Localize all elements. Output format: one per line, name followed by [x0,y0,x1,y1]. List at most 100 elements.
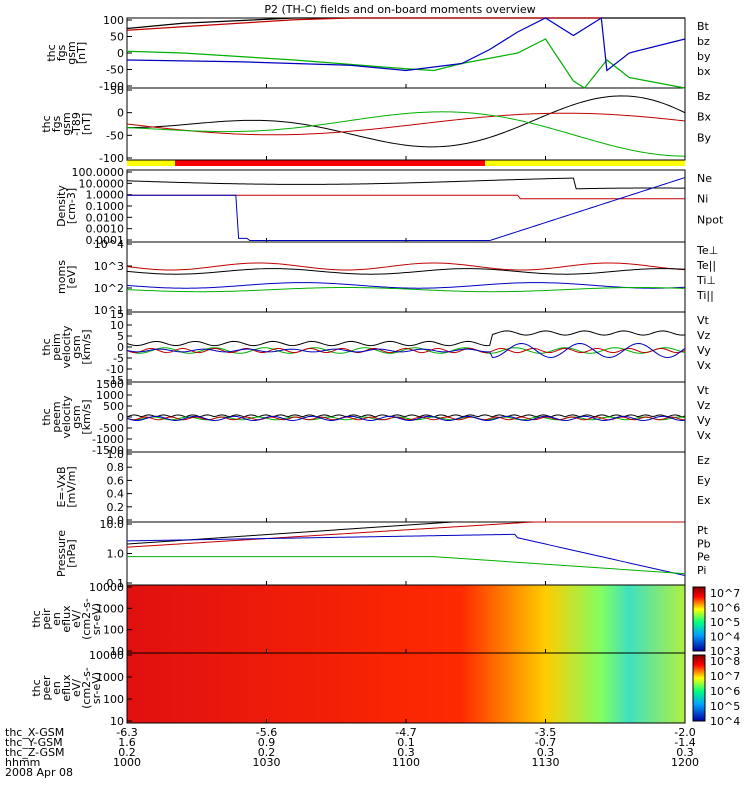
colorbar-label: 10^4 [710,715,740,728]
legend-entry: Npot [697,213,724,226]
footer-value: -6.3 [116,726,137,739]
footer-value: 0.9 [258,736,276,749]
y-axis-label: eV/ [70,610,83,628]
footer-value: -1.4 [674,736,695,749]
legend-entry: Pe [697,551,710,564]
colorbar-label: 10^7 [710,587,740,600]
footer-value: -0.7 [535,736,556,749]
colorbar-label: 10^3 [710,645,740,658]
series-bz [126,17,602,31]
y-axis-label: sr-eV) [90,672,103,704]
mode-bar-red [175,160,485,166]
y-axis-label: gsm [65,41,78,64]
legend-entry: Vy [697,344,711,357]
y-axis-label: [cm-3] [65,188,78,224]
y-axis-label: velocity [60,325,73,368]
panel-7: 1.00.80.60.40.20.0 E=-VxB[mV/m] Ez Ey Ex [55,448,711,527]
y-axis-label: Pressure [55,530,68,577]
footer-value: 1000 [113,756,141,769]
y-axis-label: en [50,612,63,626]
y-tick-label: -5 [113,352,124,365]
footer-value: 0.2 [118,746,136,759]
y-axis-label: thc [45,44,58,61]
y-tick-label: 1000 [96,671,124,684]
y-tick-label: 10 [110,645,124,658]
y-tick-label: 5 [117,330,124,343]
spectrogram [127,585,685,653]
colorbar-label: 10^5 [710,616,740,629]
plot-frame [126,241,686,313]
legend-entry: Bx [697,111,712,124]
legend-entry: Te|| [696,259,716,272]
legend-entry: Pi [697,564,706,577]
footer-label: thc_X-GSM [5,726,64,739]
y-tick-label: 0.2 [107,501,125,514]
plot-frame [126,381,686,453]
legend-entry: Pt [697,524,709,537]
legend-entry: bz [697,35,710,48]
y-axis-label: en [50,681,63,695]
footer-value: 1200 [671,756,699,769]
legend-entry: Vx [697,359,712,372]
y-axis-label: -T89 [70,112,83,136]
footer-value: -5.6 [256,726,277,739]
y-tick-label: 0 [117,411,124,424]
legend-entry: Vx [697,429,712,442]
y-tick-label: 1000 [96,602,124,615]
y-tick-label: -1500 [92,444,124,457]
y-tick-label: 15 [110,308,124,321]
legend-entry: Vt [697,314,710,327]
chart-title: P2 (TH-C) fields and on-board moments ov… [264,3,535,16]
y-tick-label: 10^1 [94,304,124,317]
y-tick-label: 10.0000 [79,177,125,190]
y-axis-label: thc [40,338,53,355]
legend-entry: Pb [697,537,711,550]
footer-label: thc_Y-GSM [5,736,63,749]
y-tick-label: 0.1000 [86,200,125,213]
y-axis-label: eflux [60,605,73,633]
y-tick-label: 10^3 [94,260,124,273]
colorbar-label: 10^7 [710,670,740,683]
plot-frame [126,451,686,523]
panel-9: 10^7 10^610^5 10^410^3 10000 1000 100 10 thcpei… [30,581,740,658]
y-axis-label: fgs [50,115,63,132]
y-tick-label: 1000 [96,389,124,402]
y-tick-label: 10000 [89,649,124,662]
colorbar [692,654,706,722]
colorbar-label: 10^6 [710,602,740,615]
panel-3: 100.000010.00001.00000.10000.01000.00100… [55,166,724,247]
plot-frame [126,521,686,586]
y-tick-label: 100 [103,624,124,637]
colorbar-label: 10^5 [710,700,740,713]
footer-value: 0.3 [676,746,694,759]
legend-entry: Ne [697,172,712,185]
trace-vy [126,347,686,354]
y-tick-label: -100 [99,80,124,93]
y-axis-label: moms [55,260,68,294]
trace-npot [127,177,686,242]
mode-bar-yellow [127,160,175,166]
y-tick-label: 0.0010 [86,223,125,236]
y-tick-label: -500 [99,422,124,435]
trace-ne [127,194,685,200]
y-axis-label: [eV] [65,266,78,289]
y-axis-label: (cm2-s- [80,667,93,709]
y-tick-label: 0 [117,341,124,354]
y-tick-label: 0.0001 [86,234,125,247]
y-axis-label: thc [40,115,53,132]
y-tick-label: 1.0 [107,548,125,561]
legend-entry: Vy [697,414,711,427]
footer-value: 0.2 [258,746,276,759]
y-tick-label: -100 [99,152,124,165]
legend-entry: Ti⊥ [696,274,716,287]
footer-value: 1.6 [118,736,136,749]
y-tick-label: 0.1 [107,577,125,590]
trace-bx [126,95,686,148]
legend-entry: Vz [697,399,711,412]
colorbar-label: 10^8 [710,655,740,668]
spectrogram [127,653,685,723]
legend-entry: Te⊥ [696,244,718,257]
legend-entry: By [697,131,712,144]
